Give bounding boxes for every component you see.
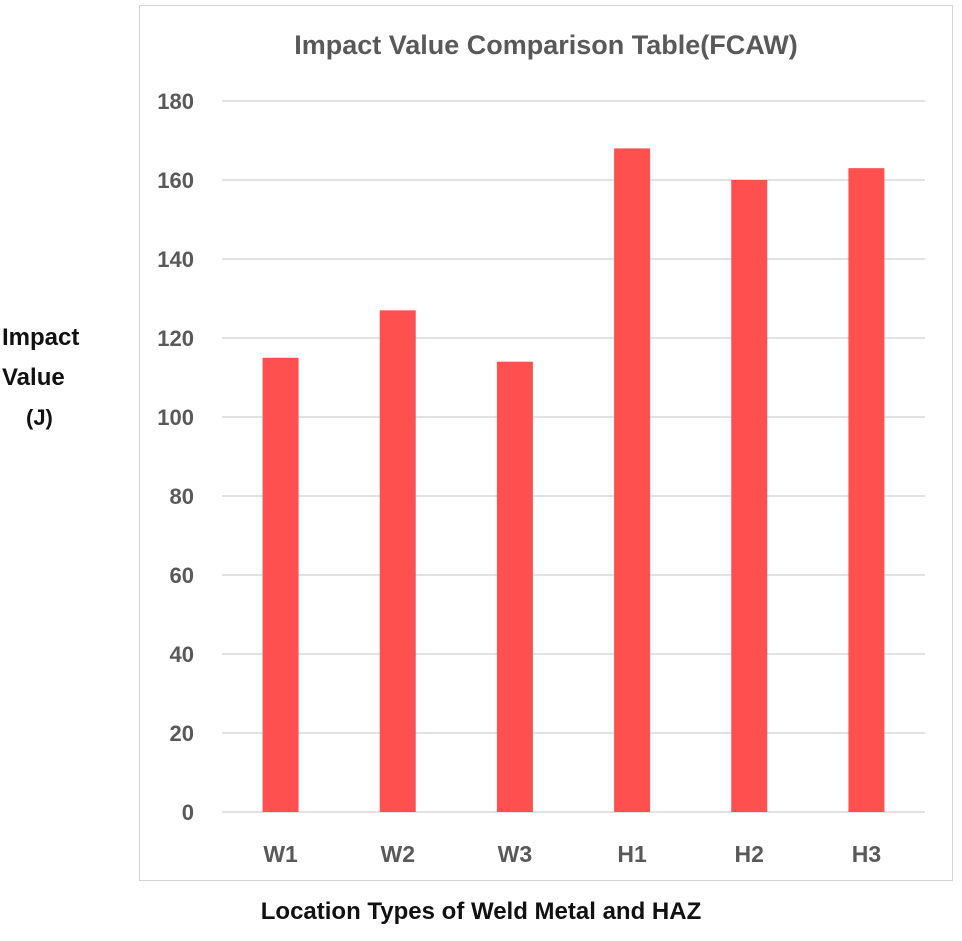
y-tick-label: 60 bbox=[170, 563, 194, 588]
x-tick-label-w1: W1 bbox=[263, 841, 298, 867]
y-axis-title-line-3: (J) bbox=[26, 405, 53, 430]
bar-h2 bbox=[731, 180, 768, 812]
y-tick-label: 80 bbox=[170, 484, 194, 509]
bar-w2 bbox=[379, 310, 416, 812]
y-axis-title-line-1: Impact bbox=[2, 324, 80, 351]
y-tick-label: 120 bbox=[157, 326, 194, 351]
y-tick-label: 180 bbox=[157, 89, 194, 114]
x-tick-label-w2: W2 bbox=[381, 841, 416, 867]
y-tick-labels: 0 20 40 60 80 100 120 140 160 180 bbox=[157, 89, 194, 825]
chart-title: Impact Value Comparison Table(FCAW) bbox=[294, 30, 798, 60]
x-tick-labels: W1 W2 W3 H1 H2 H3 bbox=[263, 841, 881, 867]
bar-h3 bbox=[848, 168, 885, 812]
y-axis-title-line-2: Value bbox=[2, 364, 65, 391]
x-tick-label-w3: W3 bbox=[498, 841, 533, 867]
y-tick-label: 160 bbox=[157, 168, 194, 193]
chart-frame bbox=[139, 5, 953, 881]
x-tick-label-h3: H3 bbox=[852, 841, 881, 867]
y-tick-label: 140 bbox=[157, 247, 194, 272]
gridlines bbox=[222, 100, 925, 813]
y-tick-label: 0 bbox=[182, 800, 194, 825]
bar-w1 bbox=[262, 357, 299, 812]
x-tick-label-h1: H1 bbox=[617, 841, 647, 867]
y-tick-label: 100 bbox=[157, 405, 194, 430]
y-tick-label: 20 bbox=[170, 721, 194, 746]
bar-h1 bbox=[614, 148, 651, 812]
y-tick-label: 40 bbox=[170, 642, 194, 667]
x-tick-label-h2: H2 bbox=[735, 841, 764, 867]
bars bbox=[262, 148, 885, 812]
bar-w3 bbox=[496, 361, 533, 812]
y-axis-title: Impact Value (J) bbox=[2, 318, 102, 438]
x-axis-title: Location Types of Weld Metal and HAZ bbox=[260, 898, 702, 925]
